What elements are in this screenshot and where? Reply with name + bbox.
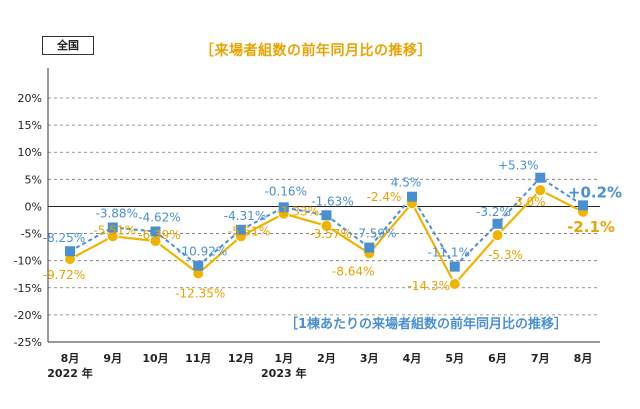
data-label-per-building: 4.5% [391,176,422,190]
y-tick-label: -10% [14,255,42,268]
y-tick-label: 20% [18,92,42,105]
data-label-per-building: -4.62% [138,210,180,224]
point-marker-per-building [278,202,289,213]
data-label-per-building: -11.1% [428,246,470,260]
data-label-total: -14.3% [408,279,450,293]
x-tick-label: 4月 [403,352,422,365]
x-tick-label: 3月 [360,352,379,365]
x-tick-label: 6月 [488,352,507,365]
y-tick-label: -20% [14,309,42,322]
grid-lines [48,97,600,316]
x-tick-label: 8月 [574,352,593,365]
point-marker-per-building [364,242,375,253]
point-marker-per-building [492,218,503,229]
data-label-total: -2.4% [367,190,402,204]
y-tick-label: -25% [14,336,42,349]
point-marker-per-building [449,261,460,272]
data-label-total: -6.39% [138,228,180,242]
x-tick-label: 1月 [274,352,293,365]
point-marker-per-building [578,200,588,211]
data-label-per-building: +0.2% [568,183,622,201]
data-label-total: 3.0% [515,195,546,209]
x-year-label: 2022 年 [47,366,92,380]
point-marker-per-building [107,222,118,233]
point-marker-per-building [193,260,204,271]
x-year-label: 2023 年 [261,366,306,380]
data-label-per-building: -7.59% [354,227,396,241]
data-label-total: -5.51% [228,224,270,238]
point-marker-total [534,184,547,197]
y-axis: 20% 15% 10% 5% 0% -5% -10% -15% -20% -25% [14,68,600,349]
point-marker-total [320,219,333,232]
x-tick-label: 5月 [445,352,464,365]
x-tick-label: 9月 [103,352,122,365]
data-label-total: -1.33% [277,205,319,219]
data-label-per-building: -0.16% [265,184,307,198]
data-label-per-building: -1.63% [311,194,353,208]
y-tick-label: 15% [18,119,42,132]
y-tick-label: -15% [14,282,42,295]
y-tick-label: -5% [21,228,42,241]
x-tick-label: 8月 [61,352,80,365]
y-tick-label: 5% [25,173,42,186]
data-labels: -8.25% -3.88% -4.62% -10.92% -4.31% -0.16% -1.… [43,159,622,301]
x-tick-label: 12月 [228,352,254,365]
data-label-total: -5.51% [94,223,136,237]
point-marker-per-building [407,191,417,202]
region-label: 全国 [42,36,94,55]
series-group [64,172,589,290]
y-tick-label: 0% [25,200,42,213]
data-label-total: -12.35% [175,286,225,300]
data-label-total: -2.1% [567,218,615,236]
point-marker-per-building [236,224,246,235]
data-label-total: -3.57% [309,227,351,241]
data-label-total: -8.64% [332,264,374,278]
point-marker-per-building [535,172,546,183]
data-label-per-building: -3.88% [96,206,138,220]
chart-subtitle: ［1棟あたりの来場者組数の前年同月比の推移］ [285,317,568,332]
point-marker-per-building [150,226,161,237]
x-tick-label: 10月 [142,352,168,365]
point-marker-per-building [321,210,332,221]
data-label-total: -5.3% [488,248,523,262]
point-marker-total [448,277,461,290]
point-marker-per-building [65,246,75,257]
chart-title: ［来場者組数の前年同月比の推移］ [200,43,432,59]
x-tick-label: 2月 [317,352,336,365]
data-label-per-building: +5.3% [498,159,539,173]
data-label-total: -9.72% [43,268,85,282]
data-label-per-building: -10.92% [177,245,227,259]
point-marker-total [491,229,504,242]
data-label-per-building: -8.25% [43,231,85,245]
y-tick-label: 10% [18,146,42,159]
x-tick-label: 7月 [531,352,550,365]
x-tick-label: 11月 [185,352,211,365]
data-label-per-building: -3.2% [476,205,511,219]
data-label-per-building: -4.31% [224,209,266,223]
